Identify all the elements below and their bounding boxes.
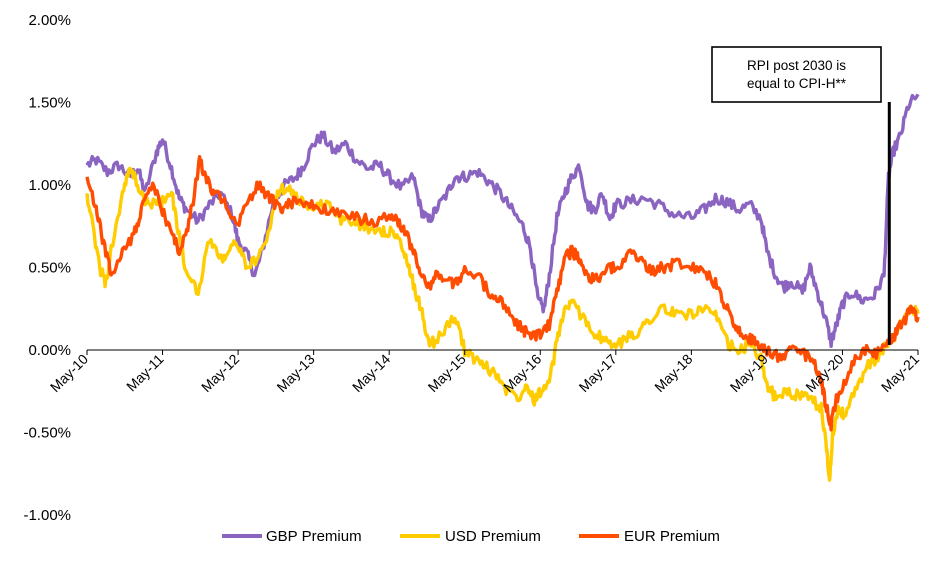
series-line: [85, 166, 920, 482]
y-tick-label: 1.50%: [28, 95, 71, 112]
x-tick-label: May-21: [878, 351, 922, 395]
y-tick-label: -1.00%: [23, 507, 71, 524]
legend: GBP Premium USD Premium EUR Premium: [222, 528, 720, 545]
annotation-line-1: RPI post 2030 is: [747, 58, 846, 73]
y-axis-labels: 2.00% 1.50% 1.00% 0.50% 0.00% -0.50% -1.00%: [23, 12, 71, 524]
x-tick-label: May-17: [576, 351, 620, 395]
legend-label: EUR Premium: [624, 528, 720, 545]
x-tick-label: May-11: [123, 351, 167, 395]
annotation: RPI post 2030 is equal to CPI-H**: [711, 46, 891, 346]
series-lines: [85, 93, 920, 482]
x-tick-label: May-14: [349, 351, 393, 395]
legend-label: USD Premium: [445, 528, 541, 545]
annotation-box: [711, 46, 882, 103]
legend-label: GBP Premium: [266, 528, 362, 545]
x-tick-label: May-15: [425, 351, 469, 395]
y-tick-label: 1.00%: [28, 177, 71, 194]
annotation-line-2: equal to CPI-H**: [747, 76, 847, 91]
x-tick-label: May-18: [651, 351, 695, 395]
y-tick-label: -0.50%: [23, 425, 71, 442]
x-axis: May-10 May-11 May-12 May-13 May-14 May-15 May-…: [47, 349, 922, 395]
y-tick-label: 0.00%: [28, 342, 71, 359]
y-tick-label: 0.50%: [28, 260, 71, 277]
x-tick-label: May-13: [273, 351, 317, 395]
y-tick-label: 2.00%: [28, 12, 71, 29]
x-tick-label: May-12: [198, 351, 242, 395]
